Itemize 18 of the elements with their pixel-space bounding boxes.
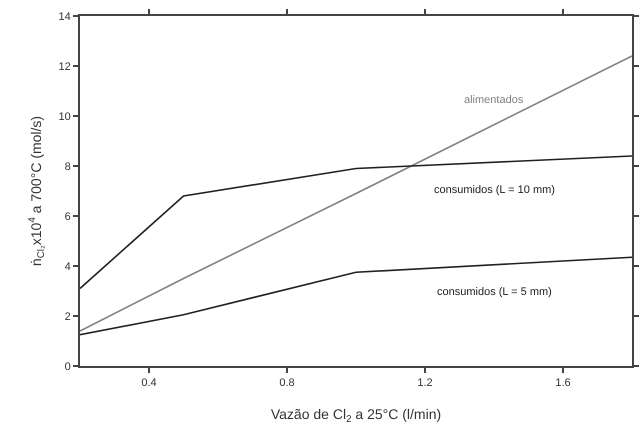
line-series (80, 256, 632, 336)
y-tick-label: 14 (58, 10, 71, 23)
x-tick-label: 1.2 (417, 377, 433, 390)
series-label: alimentados (464, 94, 524, 106)
y-tick-label: 8 (64, 160, 71, 173)
y-tick-label: 2 (64, 310, 71, 323)
line-series (80, 55, 632, 332)
y-tick-label: 4 (64, 260, 71, 273)
y-tick-label: 12 (58, 60, 71, 73)
series-label: consumidos (L = 5 mm) (437, 286, 552, 298)
x-tick-label: 0.4 (141, 377, 157, 390)
y-tick-label: 10 (58, 110, 71, 123)
x-tick-label: 0.8 (279, 377, 295, 390)
x-tick-label: 1.6 (555, 377, 571, 390)
y-tick-label: 6 (64, 210, 71, 223)
x-axis-title: Vazão de Cl$_{2}$ a 25°C (l/min) (270, 406, 442, 425)
series-label: consumidos (L = 10 mm) (434, 184, 555, 196)
y-tick-label: 0 (64, 360, 71, 373)
